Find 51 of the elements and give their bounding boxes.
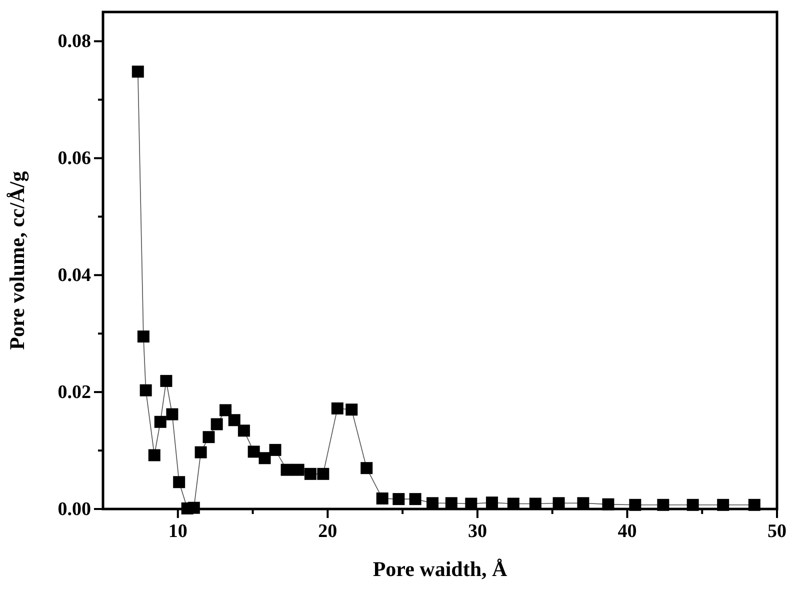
point xyxy=(220,404,232,416)
point xyxy=(140,384,152,396)
point xyxy=(258,452,271,464)
x-tick-label: 10 xyxy=(168,521,188,542)
point xyxy=(228,414,240,426)
y-tick-label: 0.00 xyxy=(58,499,91,520)
point xyxy=(269,444,282,456)
point xyxy=(154,416,166,428)
point xyxy=(132,66,144,78)
point xyxy=(331,402,344,414)
point xyxy=(657,498,670,511)
y-axis-title: Pore volume, cc/Å/g xyxy=(5,170,29,350)
point xyxy=(210,418,223,430)
point xyxy=(137,330,150,343)
point xyxy=(173,476,186,488)
point xyxy=(552,497,565,510)
x-axis-title: Pore waidth, Å xyxy=(372,557,508,581)
point xyxy=(409,493,422,506)
point xyxy=(629,498,642,511)
point xyxy=(376,492,388,504)
x-tick-label: 30 xyxy=(468,521,487,542)
point xyxy=(346,404,358,416)
point xyxy=(188,502,200,514)
point xyxy=(238,424,250,437)
point xyxy=(360,462,373,474)
point xyxy=(748,498,760,511)
point xyxy=(445,497,458,510)
y-tick-label: 0.06 xyxy=(58,148,91,170)
x-tick-label: 20 xyxy=(318,521,338,542)
point xyxy=(317,468,330,480)
point xyxy=(392,493,405,506)
point xyxy=(194,446,207,458)
point xyxy=(202,431,215,444)
point xyxy=(248,446,260,458)
point xyxy=(280,464,293,476)
point xyxy=(166,408,178,420)
point xyxy=(486,496,498,509)
point xyxy=(304,468,316,480)
x-tick-label: 40 xyxy=(618,521,637,542)
y-tick-label: 0.02 xyxy=(58,382,91,404)
x-tick-label: 50 xyxy=(768,521,786,542)
y-tick-label: 0.08 xyxy=(58,31,91,52)
point xyxy=(426,497,439,510)
point xyxy=(686,498,699,511)
y-tick-label: 0.04 xyxy=(58,265,92,286)
point xyxy=(602,498,614,510)
point xyxy=(717,498,730,511)
point xyxy=(160,374,172,387)
point xyxy=(148,449,160,462)
point xyxy=(292,464,304,476)
point xyxy=(577,497,590,510)
